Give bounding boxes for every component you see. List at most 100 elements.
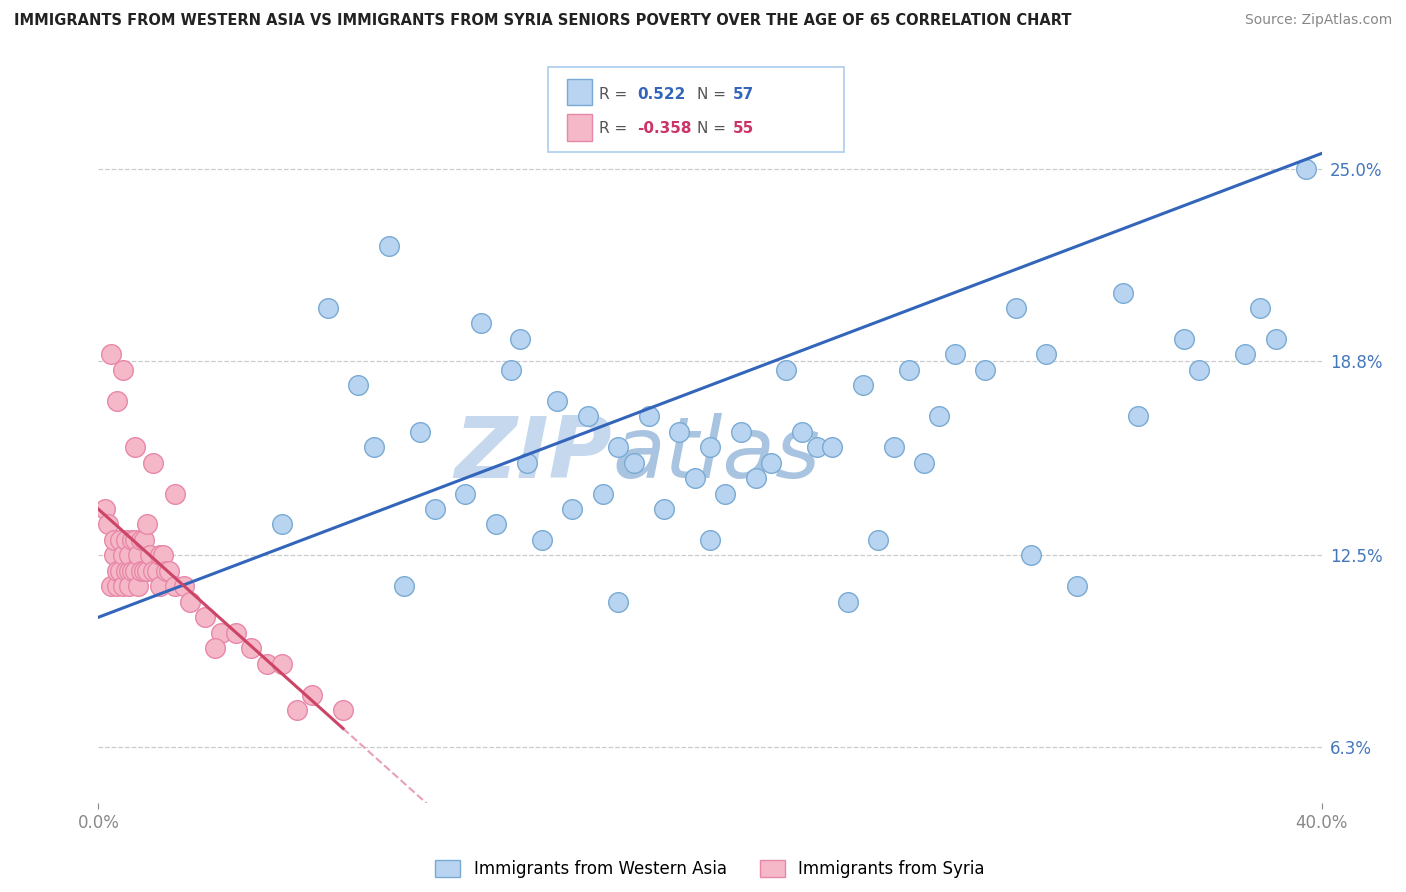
Point	[157, 564, 180, 578]
Point	[423, 502, 446, 516]
Point	[97, 517, 120, 532]
Point	[652, 502, 675, 516]
Point	[149, 549, 172, 563]
Point	[173, 579, 195, 593]
Point	[105, 393, 128, 408]
Point	[209, 625, 232, 640]
Point	[501, 363, 523, 377]
Point	[1112, 285, 1135, 300]
Point	[111, 579, 134, 593]
Point	[152, 549, 174, 563]
Point	[683, 471, 706, 485]
Point	[1234, 347, 1257, 361]
Point	[576, 409, 599, 424]
Point	[1264, 332, 1286, 346]
Point	[108, 564, 131, 578]
Point	[163, 486, 186, 500]
Text: 0.522: 0.522	[637, 87, 685, 102]
Point	[1035, 347, 1057, 361]
Point	[316, 301, 339, 315]
Point	[301, 688, 323, 702]
Text: N =: N =	[697, 87, 731, 102]
Text: Source: ZipAtlas.com: Source: ZipAtlas.com	[1244, 13, 1392, 28]
Point	[974, 363, 997, 377]
Point	[485, 517, 508, 532]
Point	[134, 564, 156, 578]
Point	[145, 564, 167, 578]
Point	[136, 517, 159, 532]
Point	[837, 595, 859, 609]
Point	[561, 502, 583, 516]
Point	[821, 440, 844, 454]
Point	[270, 517, 294, 532]
Point	[408, 425, 430, 439]
Point	[129, 564, 152, 578]
Point	[546, 393, 568, 408]
Point	[745, 471, 768, 485]
Text: R =: R =	[599, 120, 633, 136]
Point	[124, 564, 146, 578]
Point	[225, 625, 247, 640]
Text: R =: R =	[599, 87, 633, 102]
Point	[1188, 363, 1211, 377]
Legend: Immigrants from Western Asia, Immigrants from Syria: Immigrants from Western Asia, Immigrants…	[429, 854, 991, 885]
Point	[363, 440, 385, 454]
Point	[1173, 332, 1195, 346]
Point	[124, 533, 146, 547]
Point	[127, 579, 149, 593]
Point	[118, 549, 141, 563]
Point	[194, 610, 217, 624]
Point	[121, 533, 143, 547]
Point	[509, 332, 531, 346]
Point	[699, 440, 721, 454]
Text: -0.358: -0.358	[637, 120, 692, 136]
Point	[100, 579, 122, 593]
Point	[142, 456, 165, 470]
Point	[912, 456, 935, 470]
Point	[163, 579, 186, 593]
Point	[103, 533, 125, 547]
Point	[108, 533, 131, 547]
Point	[607, 595, 630, 609]
Point	[155, 564, 177, 578]
Point	[868, 533, 890, 547]
Text: 57: 57	[733, 87, 754, 102]
Point	[129, 533, 152, 547]
Point	[1004, 301, 1026, 315]
Point	[115, 533, 138, 547]
Point	[139, 549, 162, 563]
Text: 55: 55	[733, 120, 754, 136]
Point	[516, 456, 538, 470]
Text: IMMIGRANTS FROM WESTERN ASIA VS IMMIGRANTS FROM SYRIA SENIORS POVERTY OVER THE A: IMMIGRANTS FROM WESTERN ASIA VS IMMIGRAN…	[14, 13, 1071, 29]
Point	[127, 549, 149, 563]
Point	[592, 486, 614, 500]
Point	[105, 564, 128, 578]
Point	[730, 425, 752, 439]
Point	[454, 486, 477, 500]
Text: N =: N =	[697, 120, 731, 136]
Point	[1128, 409, 1150, 424]
Point	[1250, 301, 1272, 315]
Point	[790, 425, 813, 439]
Point	[1295, 161, 1317, 176]
Point	[699, 533, 721, 547]
Point	[714, 486, 737, 500]
Point	[332, 703, 354, 717]
Point	[285, 703, 308, 717]
Point	[204, 641, 226, 656]
Point	[761, 456, 783, 470]
Point	[1066, 579, 1088, 593]
Point	[852, 378, 875, 392]
Point	[897, 363, 920, 377]
Text: ZIP: ZIP	[454, 413, 612, 497]
Text: atlas: atlas	[612, 413, 820, 497]
Point	[111, 363, 134, 377]
Point	[142, 564, 165, 578]
Point	[607, 440, 630, 454]
Point	[149, 579, 172, 593]
Point	[392, 579, 416, 593]
Point	[928, 409, 950, 424]
Point	[124, 440, 146, 454]
Point	[943, 347, 966, 361]
Point	[111, 549, 134, 563]
